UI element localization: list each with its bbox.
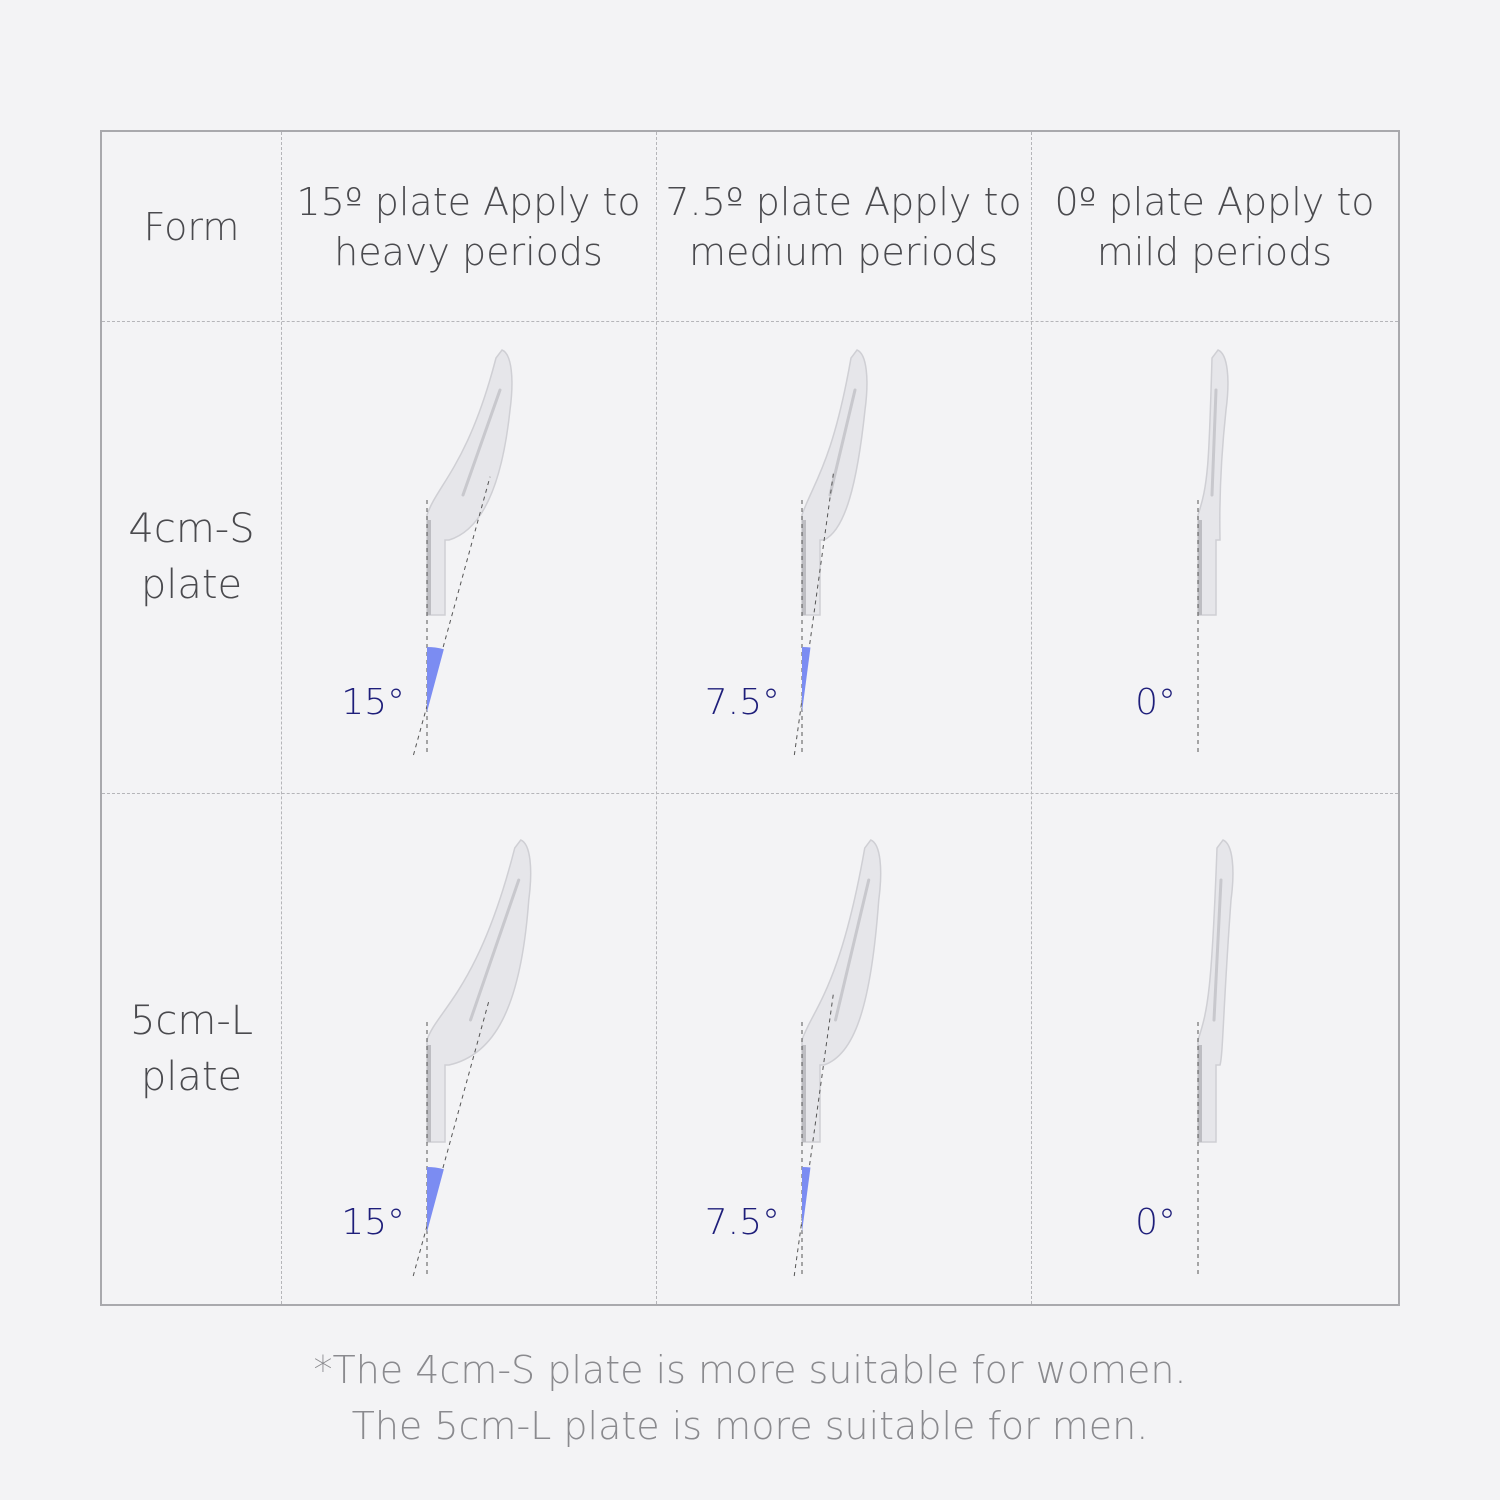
angle-wedge [427,647,444,712]
angle-wedge [427,1167,444,1232]
column-header-0: 0º plate Apply to mild periods [1031,132,1398,321]
column-divider [1031,132,1032,1304]
angle-label: 15° [341,682,405,723]
plate-edge [802,520,806,615]
angle-label: 15° [341,1202,405,1243]
plate-edge [427,520,431,615]
footnote-line-1: *The 4cm-S plate is more suitable for wo… [313,1348,1187,1392]
corner-header: Form [102,132,281,321]
column-header-7-5: 7.5º plate Apply to medium periods [656,132,1031,321]
angle-label: 0° [1135,682,1176,723]
plate-slot [469,878,521,1022]
angle-wedge [802,1167,811,1232]
plate-edge [427,1045,431,1142]
header-line: 15º plate Apply to [296,179,641,224]
column-header-15: 15º plate Apply to heavy periods [281,132,656,321]
header-line: medium periods [688,229,999,274]
row-label-line: 5cm-L [129,997,254,1044]
angle-label: 7.5° [705,682,780,723]
footnote-line-2: The 5cm-L plate is more suitable for men… [351,1404,1149,1448]
angle-wedge [802,647,811,712]
plate-slot [1212,878,1223,1022]
plate-slot [834,878,871,1022]
header-line: heavy periods [334,229,603,274]
angle-label: 0° [1135,1202,1176,1243]
header-line: 7.5º plate Apply to [665,179,1022,224]
row-label-line: 4cm-S [128,506,255,552]
column-divider [281,132,282,1304]
angle-label: 7.5° [705,1202,780,1243]
plate-edge [1198,520,1202,615]
plate-slot [1210,388,1218,497]
row-header-5cm-l: 5cm-L plate [102,793,281,1304]
plate-slot [461,388,502,497]
row-divider [102,793,1398,794]
plate-shape [426,839,532,1143]
plate-edge [802,1045,806,1142]
angle-line [412,476,491,756]
comparison-table: Form 15º plate Apply to heavy periods 7.5… [100,130,1400,1306]
header-line: mild periods [1096,229,1333,274]
row-header-4cm-s: 4cm-S plate [102,321,281,793]
row-label-line: plate [140,1053,243,1100]
column-divider [656,132,657,1304]
plate-slot [828,388,857,497]
row-label-line: plate [140,562,243,608]
row-divider [102,321,1398,322]
plate-edge [1198,1045,1202,1142]
form-header: Form [143,204,240,249]
header-line: 0º plate Apply to [1054,179,1375,224]
